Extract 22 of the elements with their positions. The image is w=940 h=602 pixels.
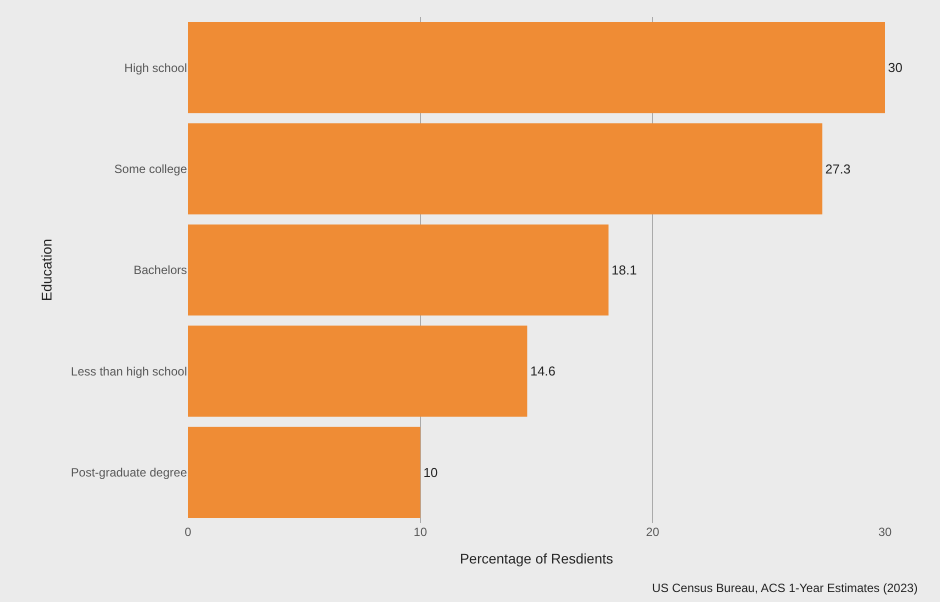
data-label: 14.6: [530, 364, 556, 379]
x-tick-label: 0: [184, 525, 192, 539]
bar: [188, 326, 528, 417]
data-label: 10: [423, 464, 438, 480]
y-tick-label: Some college: [114, 162, 188, 176]
bar: [188, 22, 885, 114]
y-tick-label: High school: [124, 60, 187, 75]
x-tick-label: 10: [414, 525, 428, 539]
y-axis-title: Education: [38, 238, 55, 302]
data-label: 27.3: [825, 161, 851, 176]
y-tick-label: Less than high school: [70, 364, 187, 378]
text: US Census Bureau, ACS 1-Year Estimates (2023): [652, 581, 918, 595]
bar: [188, 224, 609, 316]
y-tick-label: Bachelors: [134, 263, 187, 278]
bar: [188, 426, 420, 518]
bar: [188, 123, 822, 214]
data-label: 18.1: [612, 262, 637, 278]
x-axis-title: Percentage of Resdients: [460, 550, 614, 566]
x-tick-label: 20: [646, 525, 660, 539]
x-tick-label: 30: [878, 525, 892, 539]
data-label: 30: [888, 60, 902, 76]
y-tick-label: Post-graduate degree: [70, 466, 188, 480]
